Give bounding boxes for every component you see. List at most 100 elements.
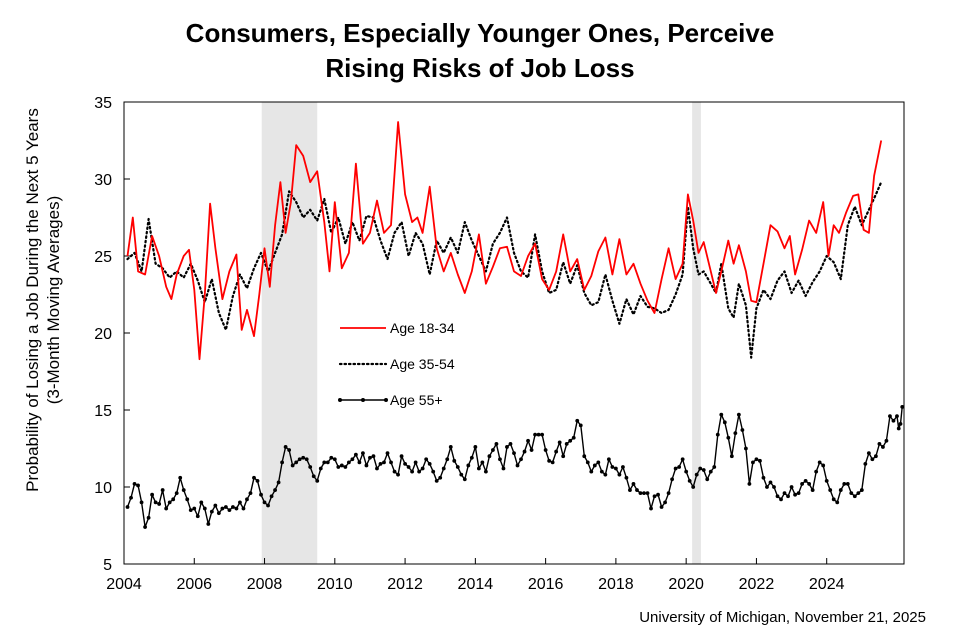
y-tick-label: 20 xyxy=(94,326,112,343)
x-tick-label: 2012 xyxy=(387,576,423,593)
series-point-age-55- xyxy=(255,478,260,483)
series-point-age-55- xyxy=(701,468,706,472)
series-point-age-55- xyxy=(329,455,334,460)
series-point-age-55- xyxy=(498,457,502,462)
y-tick-label: 15 xyxy=(94,403,112,420)
series-point-age-55- xyxy=(290,463,295,468)
series-point-age-55- xyxy=(452,458,457,463)
series-point-age-55- xyxy=(670,477,675,482)
series-point-age-55- xyxy=(596,460,601,465)
series-point-age-55- xyxy=(824,478,829,483)
series-point-age-55- xyxy=(852,494,857,499)
series-point-age-55- xyxy=(512,451,516,456)
series-point-age-55- xyxy=(606,457,611,462)
series-point-age-55- xyxy=(406,465,411,469)
series-point-age-55- xyxy=(786,494,790,499)
series-point-age-55- xyxy=(410,469,415,474)
series-point-age-55- xyxy=(810,488,815,492)
series-point-age-55- xyxy=(613,466,618,471)
series-point-age-55- xyxy=(132,482,137,486)
series-point-age-55- xyxy=(705,477,710,482)
series-point-age-55- xyxy=(234,506,239,511)
series-point-age-55- xyxy=(248,491,253,496)
series-point-age-55- xyxy=(543,448,548,452)
series-point-age-55- xyxy=(845,482,850,486)
series-point-age-55- xyxy=(599,469,604,474)
series-point-age-55- xyxy=(167,500,172,505)
series-point-age-55- xyxy=(125,505,130,509)
series-point-age-55- xyxy=(378,462,383,466)
series-point-age-55- xyxy=(877,441,882,446)
series-point-age-55- xyxy=(642,491,646,496)
series-point-age-55- xyxy=(431,469,436,474)
series-point-age-55- xyxy=(575,418,580,423)
series-point-age-55- xyxy=(803,478,808,483)
series-point-age-55- xyxy=(645,491,650,496)
series-point-age-55- xyxy=(564,441,569,446)
series-point-age-55- xyxy=(361,451,365,456)
series-point-age-55- xyxy=(276,480,281,485)
series-point-age-55- xyxy=(413,460,418,465)
series-point-age-55- xyxy=(800,482,805,486)
series-point-age-55- xyxy=(533,432,537,437)
series-point-age-55- xyxy=(382,460,386,465)
series-point-age-55- xyxy=(343,465,348,469)
series-point-age-55- xyxy=(399,454,404,459)
series-point-age-55- xyxy=(424,457,429,462)
series-point-age-55- xyxy=(220,506,225,511)
series-point-age-55- xyxy=(427,462,432,466)
series-point-age-55- xyxy=(487,454,492,459)
series-point-age-55- xyxy=(417,469,422,474)
series-point-age-55- xyxy=(849,491,854,496)
legend-swatch-dot xyxy=(384,398,388,402)
series-point-age-55- xyxy=(139,500,144,505)
series-point-age-55- xyxy=(129,495,133,500)
series-point-age-55- xyxy=(353,452,358,457)
series-point-age-55- xyxy=(898,421,903,426)
series-point-age-55- xyxy=(202,506,207,511)
series-point-age-55- xyxy=(280,460,285,465)
series-point-age-55- xyxy=(768,480,773,485)
series-point-age-55- xyxy=(656,492,660,497)
series-point-age-55- xyxy=(297,457,302,462)
series-point-age-55- xyxy=(515,463,520,468)
series-point-age-55- xyxy=(315,478,320,483)
series-point-age-55- xyxy=(540,432,545,437)
series-point-age-55- xyxy=(859,488,864,492)
series-point-age-55- xyxy=(308,465,313,469)
series-point-age-55- xyxy=(301,455,306,460)
series-point-age-55- xyxy=(505,445,509,449)
series-point-age-55- xyxy=(231,505,235,509)
series-point-age-55- xyxy=(269,494,274,499)
x-tick-label: 2006 xyxy=(176,576,212,593)
series-point-age-55- xyxy=(339,463,344,468)
series-point-age-55- xyxy=(761,475,766,480)
series-point-age-55- xyxy=(318,466,323,471)
series-point-age-55- xyxy=(252,475,256,480)
series-point-age-55- xyxy=(624,475,629,480)
x-tick-label: 2010 xyxy=(317,576,353,593)
series-point-age-55- xyxy=(708,469,713,474)
series-point-age-55- xyxy=(501,466,506,471)
series-point-age-55- xyxy=(216,511,221,516)
series-point-age-55- xyxy=(174,491,179,496)
series-point-age-55- xyxy=(262,500,267,505)
series-point-age-55- xyxy=(652,494,657,499)
series-point-age-55- xyxy=(888,414,892,419)
series-point-age-55- xyxy=(311,474,316,479)
legend-label-age-35-54: Age 35-54 xyxy=(390,356,455,372)
series-point-age-55- xyxy=(729,454,734,459)
series-line-age-18-34 xyxy=(126,121,883,361)
series-point-age-55- xyxy=(649,506,653,511)
series-point-age-55- xyxy=(743,446,748,451)
series-point-age-55- xyxy=(758,458,762,463)
series-point-age-55- xyxy=(371,454,376,459)
legend-label-age-18-34: Age 18-34 xyxy=(390,320,455,336)
series-point-age-55- xyxy=(691,485,696,489)
series-point-age-55- xyxy=(526,438,530,443)
series-point-age-55- xyxy=(368,455,372,460)
series-point-age-55- xyxy=(873,454,878,459)
series-point-age-55- xyxy=(817,460,822,465)
series-point-age-55- xyxy=(160,488,165,492)
series-point-age-55- xyxy=(322,460,327,465)
